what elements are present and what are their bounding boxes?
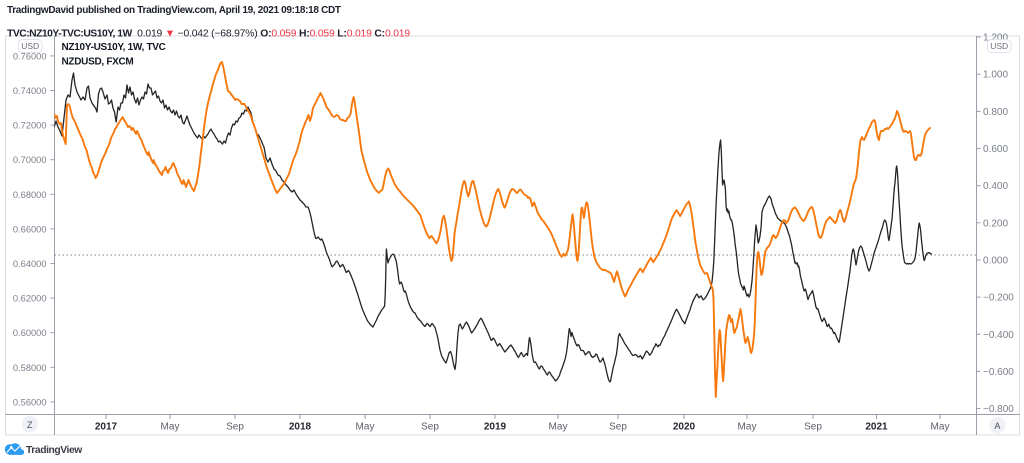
- svg-text:0.200: 0.200: [983, 218, 1008, 229]
- svg-text:−0.400: −0.400: [983, 330, 1014, 341]
- svg-text:0.000: 0.000: [983, 256, 1008, 267]
- svg-text:May: May: [549, 422, 568, 433]
- svg-text:2021: 2021: [865, 422, 888, 433]
- svg-text:Sep: Sep: [226, 422, 244, 433]
- svg-text:0.58000: 0.58000: [13, 363, 47, 373]
- svg-text:Sep: Sep: [609, 422, 627, 433]
- svg-text:USD: USD: [990, 41, 1008, 51]
- svg-text:May: May: [738, 422, 757, 433]
- svg-text:0.56000: 0.56000: [13, 397, 47, 407]
- svg-text:0.68000: 0.68000: [13, 190, 47, 200]
- svg-text:NZ10Y-US10Y, 1W, TVC: NZ10Y-US10Y, 1W, TVC: [62, 42, 166, 53]
- svg-text:1.000: 1.000: [983, 70, 1008, 81]
- svg-text:0.400: 0.400: [983, 181, 1008, 192]
- svg-text:−0.800: −0.800: [983, 404, 1014, 415]
- svg-text:0.66000: 0.66000: [13, 224, 47, 234]
- svg-text:0.64000: 0.64000: [13, 259, 47, 269]
- svg-text:USD: USD: [21, 41, 39, 51]
- svg-text:0.74000: 0.74000: [13, 86, 47, 96]
- svg-text:0.600: 0.600: [983, 144, 1008, 155]
- svg-text:NZDUSD, FXCM: NZDUSD, FXCM: [62, 56, 134, 67]
- svg-text:May: May: [356, 422, 375, 433]
- svg-text:A: A: [994, 421, 1000, 431]
- svg-text:2017: 2017: [95, 422, 118, 433]
- svg-text:2018: 2018: [289, 422, 312, 433]
- svg-text:1.200: 1.200: [983, 33, 1008, 44]
- svg-text:Sep: Sep: [421, 422, 439, 433]
- svg-text:0.70000: 0.70000: [13, 155, 47, 165]
- svg-text:2019: 2019: [484, 422, 507, 433]
- svg-text:2020: 2020: [673, 422, 696, 433]
- svg-text:May: May: [161, 422, 180, 433]
- svg-text:0.76000: 0.76000: [13, 51, 47, 61]
- svg-text:−0.600: −0.600: [983, 367, 1014, 378]
- svg-text:TradingView: TradingView: [26, 445, 83, 456]
- svg-text:Sep: Sep: [804, 422, 822, 433]
- svg-text:0.60000: 0.60000: [13, 328, 47, 338]
- svg-text:May: May: [931, 422, 950, 433]
- svg-text:0.72000: 0.72000: [13, 121, 47, 131]
- svg-text:0.800: 0.800: [983, 107, 1008, 118]
- svg-text:TradingwDavid published on Tra: TradingwDavid published on TradingView.c…: [7, 5, 341, 16]
- svg-text:0.62000: 0.62000: [13, 294, 47, 304]
- svg-text:TVC:NZ10Y-TVC:US10Y, 1W 0.019: TVC:NZ10Y-TVC:US10Y, 1W 0.019 ▼ −0.042 (…: [7, 28, 410, 39]
- svg-text:Z: Z: [27, 420, 33, 430]
- svg-text:−0.200: −0.200: [983, 293, 1014, 304]
